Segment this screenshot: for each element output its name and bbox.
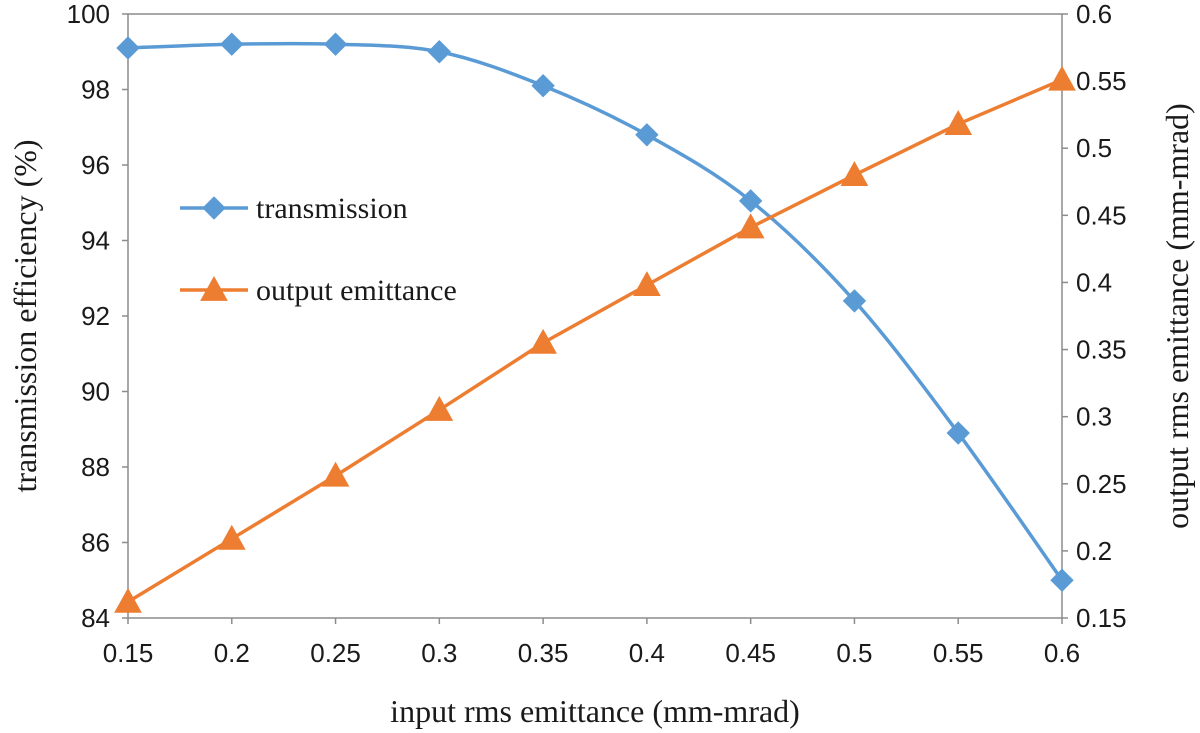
x-tick-label: 0.4 <box>629 638 665 668</box>
x-tick-label: 0.35 <box>518 638 569 668</box>
x-tick-label: 0.15 <box>103 638 154 668</box>
data-point-transmission <box>946 421 970 445</box>
data-point-transmission <box>323 32 348 56</box>
x-tick-label: 0.6 <box>1044 638 1080 668</box>
data-point-output-emittance <box>529 328 557 354</box>
legend-marker-transmission <box>202 196 226 220</box>
data-point-output-emittance <box>736 213 765 239</box>
legend-label-transmission: transmission <box>256 192 408 225</box>
right-y-tick-label: 0.4 <box>1076 267 1112 297</box>
x-tick-label: 0.2 <box>214 638 250 668</box>
left-y-tick-label: 86 <box>81 528 110 558</box>
left-y-tick-label: 90 <box>81 377 110 407</box>
data-point-output-emittance <box>1048 65 1076 91</box>
x-tick-label: 0.45 <box>725 638 776 668</box>
data-point-output-emittance <box>114 587 142 613</box>
data-point-transmission <box>1050 568 1074 592</box>
data-point-output-emittance <box>840 161 869 186</box>
legend-marker-shape <box>200 275 228 301</box>
data-point-output-emittance <box>944 110 973 135</box>
right-y-tick-label: 0.35 <box>1076 335 1127 365</box>
left-y-tick-label: 98 <box>81 75 110 105</box>
legend-marker-shape <box>202 196 226 220</box>
right-y-tick-label: 0.15 <box>1076 603 1127 633</box>
right-y-tick-label: 0.6 <box>1076 0 1112 29</box>
data-point-transmission <box>220 32 244 56</box>
right-y-axis-ticks: 0.15 0.2 0.25 0.3 0.35 0.4 0.45 0.5 0.55 0.6 <box>1062 0 1127 633</box>
x-axis-ticks: 0.15 0.2 0.25 0.3 0.35 0.4 0.45 0.5 0.55 0.6 <box>103 618 1080 668</box>
right-y-tick-label: 0.45 <box>1076 200 1127 230</box>
x-tick-label: 0.3 <box>421 638 457 668</box>
series-layer <box>114 32 1076 613</box>
left-y-tick-label: 88 <box>81 452 110 482</box>
legend: transmission output emittance <box>180 192 457 307</box>
plot-area <box>127 13 1063 619</box>
data-point-output-emittance <box>425 395 454 421</box>
data-point-transmission <box>738 189 763 213</box>
series-line-output-emittance <box>126 78 1064 604</box>
x-axis-title: input rms emittance (mm-mrad) <box>390 693 800 729</box>
right-y-tick-label: 0.25 <box>1076 469 1127 499</box>
x-tick-label: 0.25 <box>310 638 361 668</box>
left-y-tick-label: 100 <box>67 0 110 29</box>
data-point-output-emittance <box>321 461 350 487</box>
data-point-output-emittance <box>217 524 246 550</box>
data-point-transmission <box>531 74 555 98</box>
data-point-transmission <box>842 289 867 313</box>
data-point-output-emittance <box>633 271 661 297</box>
legend-label-output-emittance: output emittance <box>256 274 457 307</box>
series-transmission <box>116 32 1074 592</box>
data-point-transmission <box>116 36 140 60</box>
legend-marker-output-emittance <box>200 275 228 301</box>
right-y-axis-title: output rms emittance (mm-mrad) <box>1159 103 1195 529</box>
x-tick-label: 0.5 <box>836 638 872 668</box>
right-y-tick-label: 0.5 <box>1076 133 1112 163</box>
plot-border <box>127 13 1063 619</box>
left-y-axis-title: transmission efficiency (%) <box>7 139 43 492</box>
right-y-tick-label: 0.2 <box>1076 536 1112 566</box>
right-y-tick-label: 0.3 <box>1076 402 1112 432</box>
series-output-emittance <box>114 65 1076 613</box>
series-line-transmission <box>126 41 1064 582</box>
data-point-transmission <box>635 123 659 147</box>
left-y-tick-label: 96 <box>81 150 110 180</box>
x-tick-label: 0.55 <box>933 638 984 668</box>
left-y-axis-ticks: 84 86 88 90 92 94 96 98 100 <box>67 0 128 633</box>
left-y-tick-label: 92 <box>81 301 110 331</box>
left-y-tick-label: 84 <box>81 603 110 633</box>
right-y-tick-label: 0.55 <box>1076 66 1127 96</box>
data-point-transmission <box>427 40 452 64</box>
left-y-tick-label: 94 <box>81 226 110 256</box>
